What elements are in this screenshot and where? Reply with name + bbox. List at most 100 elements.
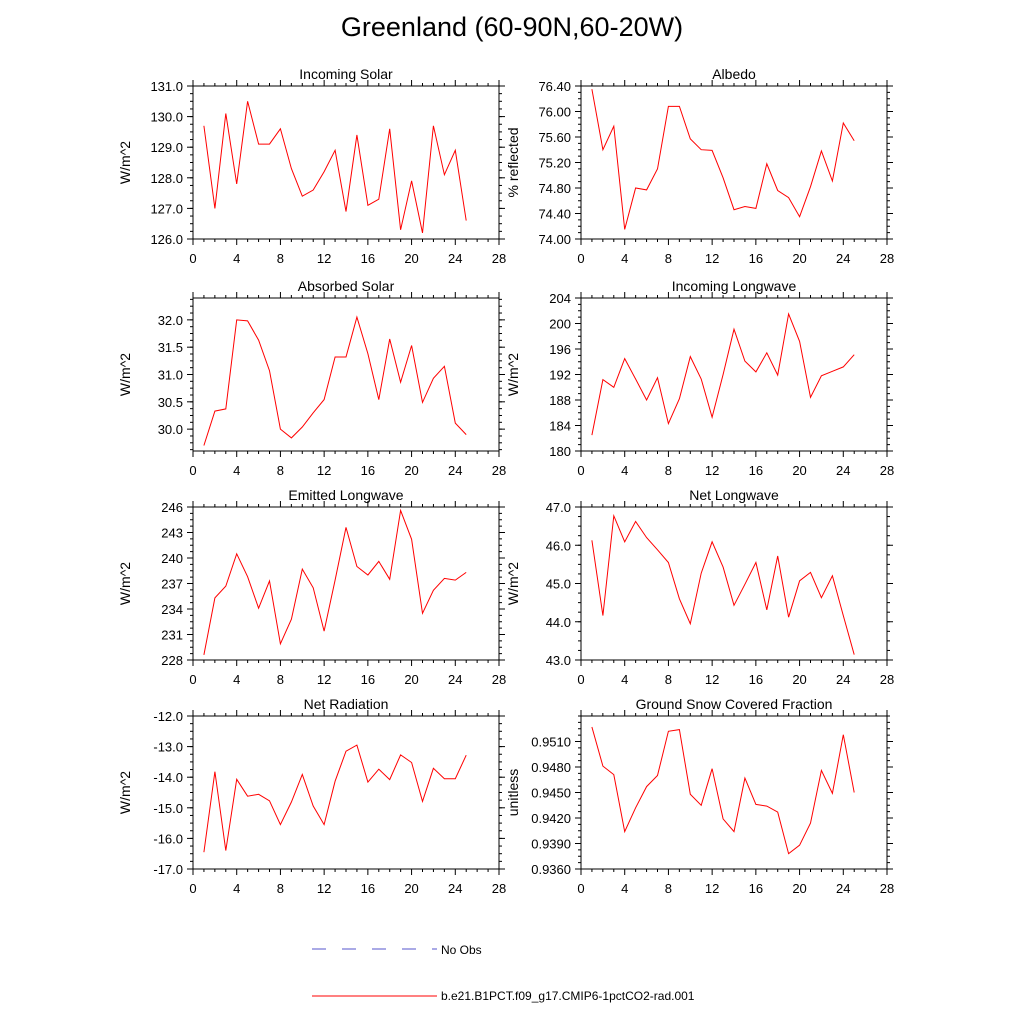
y-tick-label: 76.00 — [538, 105, 571, 120]
plot-frame — [192, 85, 500, 240]
x-tick-label: 28 — [492, 881, 506, 896]
x-tick-label: 8 — [665, 251, 672, 266]
x-tick-label: 28 — [880, 251, 894, 266]
y-axis-label: W/m^2 — [117, 562, 133, 605]
series-line — [203, 508, 467, 655]
x-tick-label: 4 — [621, 881, 628, 896]
x-tick-label: 20 — [404, 463, 418, 478]
series-line — [591, 513, 855, 655]
x-tick-label: 20 — [792, 463, 806, 478]
y-tick-label: 192 — [549, 368, 571, 383]
y-tick-label: 30.0 — [158, 422, 183, 437]
plot-frame — [580, 715, 888, 870]
x-tick-label: 28 — [880, 463, 894, 478]
x-tick-label: 24 — [836, 251, 850, 266]
y-axis-label: % reflected — [505, 127, 521, 197]
y-axis-label: W/m^2 — [117, 771, 133, 814]
x-tick-label: 16 — [749, 251, 763, 266]
panel-title: Incoming Longwave — [672, 278, 797, 294]
y-tick-label: 45.0 — [546, 577, 571, 592]
x-tick-label: 4 — [621, 463, 628, 478]
y-tick-label: 31.0 — [158, 368, 183, 383]
y-tick-label: 0.9420 — [531, 811, 571, 826]
panel-net-longwave: Net Longwave W/m^2 0 4 8 12 16 20 24 28 43.0 44.0 45… — [505, 487, 894, 687]
x-tick-label: 16 — [361, 463, 375, 478]
x-tick-label: 12 — [705, 881, 719, 896]
y-tick-label: 74.80 — [538, 181, 571, 196]
y-tick-label: 31.5 — [158, 340, 183, 355]
y-tick-label: -12.0 — [153, 709, 183, 724]
y-tick-label: 0.9360 — [531, 862, 571, 877]
y-tick-label: 126.0 — [150, 232, 183, 247]
series-line — [203, 744, 467, 853]
x-tick-label: 12 — [705, 672, 719, 687]
y-tick-label: 188 — [549, 393, 571, 408]
y-tick-label: 180 — [549, 444, 571, 459]
y-tick-label: 234 — [161, 602, 183, 617]
x-tick-label: 0 — [577, 463, 584, 478]
legend-model-label: b.e21.B1PCT.f09_g17.CMIP6-1pctCO2-rad.00… — [441, 989, 695, 1003]
series-line — [591, 89, 855, 230]
y-tick-label: -17.0 — [153, 862, 183, 877]
y-tick-label: 243 — [161, 526, 183, 541]
y-axis-label: W/m^2 — [117, 353, 133, 396]
x-tick-label: 20 — [792, 881, 806, 896]
x-tick-label: 8 — [277, 881, 284, 896]
x-tick-label: 28 — [492, 463, 506, 478]
panel-title: Ground Snow Covered Fraction — [636, 696, 833, 712]
y-tick-label: -13.0 — [153, 740, 183, 755]
panel-title: Incoming Solar — [299, 66, 393, 82]
y-tick-label: -15.0 — [153, 801, 183, 816]
x-tick-label: 12 — [317, 881, 331, 896]
y-tick-label: 129.0 — [150, 140, 183, 155]
y-tick-label: 76.40 — [538, 79, 571, 94]
plot-frame — [192, 506, 500, 661]
x-tick-label: 16 — [361, 881, 375, 896]
y-tick-label: 240 — [161, 551, 183, 566]
x-tick-label: 4 — [233, 463, 240, 478]
x-tick-label: 0 — [189, 881, 196, 896]
figure-title: Greenland (60-90N,60-20W) — [340, 12, 684, 42]
y-tick-label: -16.0 — [153, 831, 183, 846]
y-tick-label: 44.0 — [546, 615, 571, 630]
x-tick-label: 24 — [448, 251, 462, 266]
x-tick-label: 0 — [189, 672, 196, 687]
plot-frame — [192, 297, 500, 452]
x-tick-label: 4 — [233, 672, 240, 687]
x-tick-label: 0 — [577, 251, 584, 266]
x-tick-label: 12 — [705, 251, 719, 266]
panel-title: Net Radiation — [304, 696, 389, 712]
x-tick-label: 4 — [621, 251, 628, 266]
y-tick-label: 30.5 — [158, 395, 183, 410]
panel-albedo: Albedo % reflected 0 4 8 12 16 20 24 28 74.00 74.40… — [505, 66, 894, 266]
y-tick-label: 130.0 — [150, 110, 183, 125]
x-tick-label: 20 — [404, 251, 418, 266]
x-tick-label: 28 — [492, 672, 506, 687]
y-tick-label: 237 — [161, 577, 183, 592]
series-line — [203, 101, 467, 234]
y-axis-label: W/m^2 — [505, 562, 521, 605]
x-tick-label: 8 — [277, 463, 284, 478]
panel-absorbed-solar: Absorbed Solar W/m^2 0 4 8 12 16 20 24 28 30.0 30.5… — [117, 278, 506, 478]
x-tick-label: 24 — [448, 463, 462, 478]
x-tick-label: 16 — [361, 672, 375, 687]
panel-emitted-longwave: Emitted Longwave W/m^2 0 4 8 12 16 20 24 28 228 231… — [117, 487, 506, 687]
y-axis-label: W/m^2 — [505, 353, 521, 396]
x-tick-label: 28 — [880, 672, 894, 687]
y-tick-label: 75.60 — [538, 130, 571, 145]
x-tick-label: 24 — [448, 672, 462, 687]
panel-ground-snow-covered-fraction: Ground Snow Covered Fraction unitless 0 4 8 1… — [505, 696, 894, 896]
series-line — [203, 315, 467, 446]
y-tick-label: 0.9390 — [531, 837, 571, 852]
x-tick-label: 12 — [317, 672, 331, 687]
y-tick-label: 196 — [549, 342, 571, 357]
x-tick-label: 8 — [665, 463, 672, 478]
x-tick-label: 20 — [404, 881, 418, 896]
x-tick-label: 8 — [665, 881, 672, 896]
y-tick-label: 32.0 — [158, 313, 183, 328]
x-tick-label: 24 — [836, 881, 850, 896]
x-tick-label: 4 — [621, 672, 628, 687]
x-tick-label: 0 — [577, 672, 584, 687]
y-tick-label: 228 — [161, 653, 183, 668]
plot-frame — [192, 715, 500, 870]
